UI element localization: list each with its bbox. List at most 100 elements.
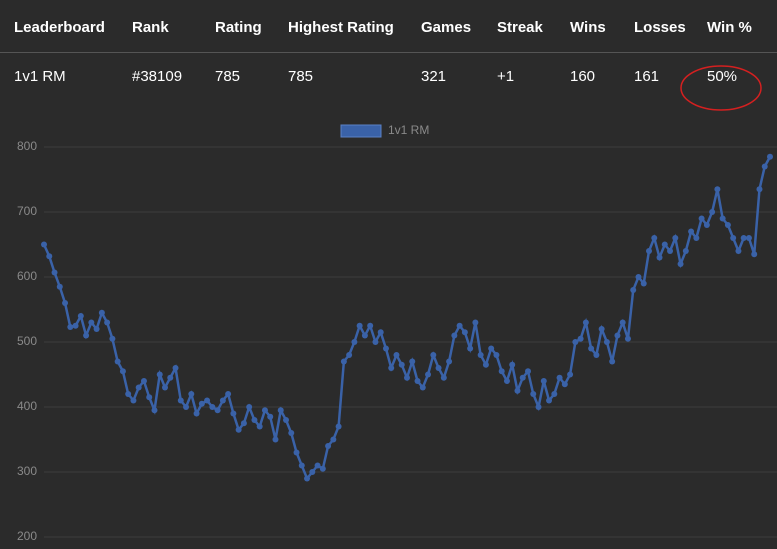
legend-swatch <box>340 124 382 138</box>
data-point <box>661 241 668 248</box>
data-point <box>767 153 773 160</box>
data-point <box>372 339 379 345</box>
data-point <box>167 374 174 381</box>
data-point <box>593 352 600 358</box>
data-point <box>283 417 289 423</box>
data-point <box>488 345 495 352</box>
data-point <box>88 319 95 326</box>
data-point <box>577 335 584 342</box>
data-point <box>151 407 158 414</box>
data-point <box>688 228 695 235</box>
data-point <box>98 309 105 316</box>
data-point <box>293 449 300 456</box>
data-point <box>340 358 347 365</box>
data-point <box>567 371 574 378</box>
column-header: Games <box>421 19 472 36</box>
data-point <box>135 384 142 391</box>
data-point <box>225 391 232 397</box>
data-point <box>346 352 353 358</box>
data-point <box>493 352 500 358</box>
data-point <box>514 387 521 394</box>
column-header: Win % <box>707 19 752 36</box>
data-point <box>419 384 426 391</box>
data-point <box>209 404 216 410</box>
data-point <box>503 378 510 384</box>
data-point <box>256 423 263 430</box>
data-point <box>272 436 279 443</box>
data-point <box>140 378 147 384</box>
data-point <box>288 430 295 436</box>
data-point <box>761 163 768 170</box>
data-point <box>461 329 468 336</box>
data-point <box>193 410 200 417</box>
data-point <box>51 269 58 276</box>
y-tick-label: 200 <box>17 529 37 543</box>
data-point <box>656 254 663 261</box>
data-point <box>482 361 489 368</box>
table-cell: 50% <box>707 68 738 85</box>
data-point <box>682 248 689 254</box>
data-point <box>56 283 63 290</box>
data-point <box>277 407 284 414</box>
header-divider <box>0 52 777 53</box>
data-point <box>46 253 53 260</box>
data-point <box>603 339 610 345</box>
data-point <box>440 374 447 381</box>
data-point <box>530 391 537 397</box>
column-header: Losses <box>634 19 686 36</box>
table-cell: 785 <box>288 68 314 85</box>
data-point <box>646 248 652 254</box>
data-point <box>703 222 710 228</box>
data-point <box>367 322 374 329</box>
y-tick-label: 400 <box>17 399 37 413</box>
data-point <box>246 404 253 410</box>
data-point <box>398 361 405 368</box>
data-point <box>393 352 400 358</box>
column-header: Highest Rating <box>288 19 394 36</box>
data-point <box>83 332 90 339</box>
rating-line <box>42 156 772 481</box>
data-point <box>325 443 332 449</box>
data-point <box>456 322 463 329</box>
data-point <box>240 420 247 427</box>
data-point <box>730 235 737 241</box>
data-point <box>382 345 389 352</box>
data-point <box>230 410 237 417</box>
data-point <box>172 365 179 371</box>
table-cell: 321 <box>421 68 447 85</box>
data-point <box>41 241 47 248</box>
data-point <box>235 426 242 433</box>
data-point <box>319 465 326 472</box>
data-point <box>130 397 137 404</box>
data-point <box>525 368 531 375</box>
data-point <box>356 322 363 329</box>
data-point <box>430 352 437 358</box>
data-point <box>183 404 190 410</box>
column-header: Leaderboard <box>14 19 105 36</box>
data-point <box>540 378 547 384</box>
data-point <box>425 371 432 378</box>
column-header: Rating <box>215 19 262 36</box>
column-header: Rank <box>132 19 169 36</box>
data-point <box>330 436 337 443</box>
data-point <box>635 274 642 280</box>
data-point <box>640 280 647 287</box>
data-point <box>719 215 726 222</box>
data-point <box>409 358 416 365</box>
data-point <box>125 391 132 397</box>
data-point <box>67 324 74 331</box>
table-cell: 785 <box>215 68 241 85</box>
data-point <box>519 374 526 381</box>
y-tick-label: 300 <box>17 464 37 478</box>
data-point <box>561 381 568 388</box>
data-point <box>572 339 579 345</box>
data-point <box>104 319 111 326</box>
data-point <box>546 397 553 404</box>
data-point <box>404 374 410 381</box>
data-point <box>361 332 368 339</box>
data-point <box>535 404 542 410</box>
data-point <box>388 365 395 371</box>
column-header: Wins <box>570 19 606 36</box>
data-point <box>188 391 195 397</box>
table-cell: 1v1 RM <box>14 68 66 85</box>
